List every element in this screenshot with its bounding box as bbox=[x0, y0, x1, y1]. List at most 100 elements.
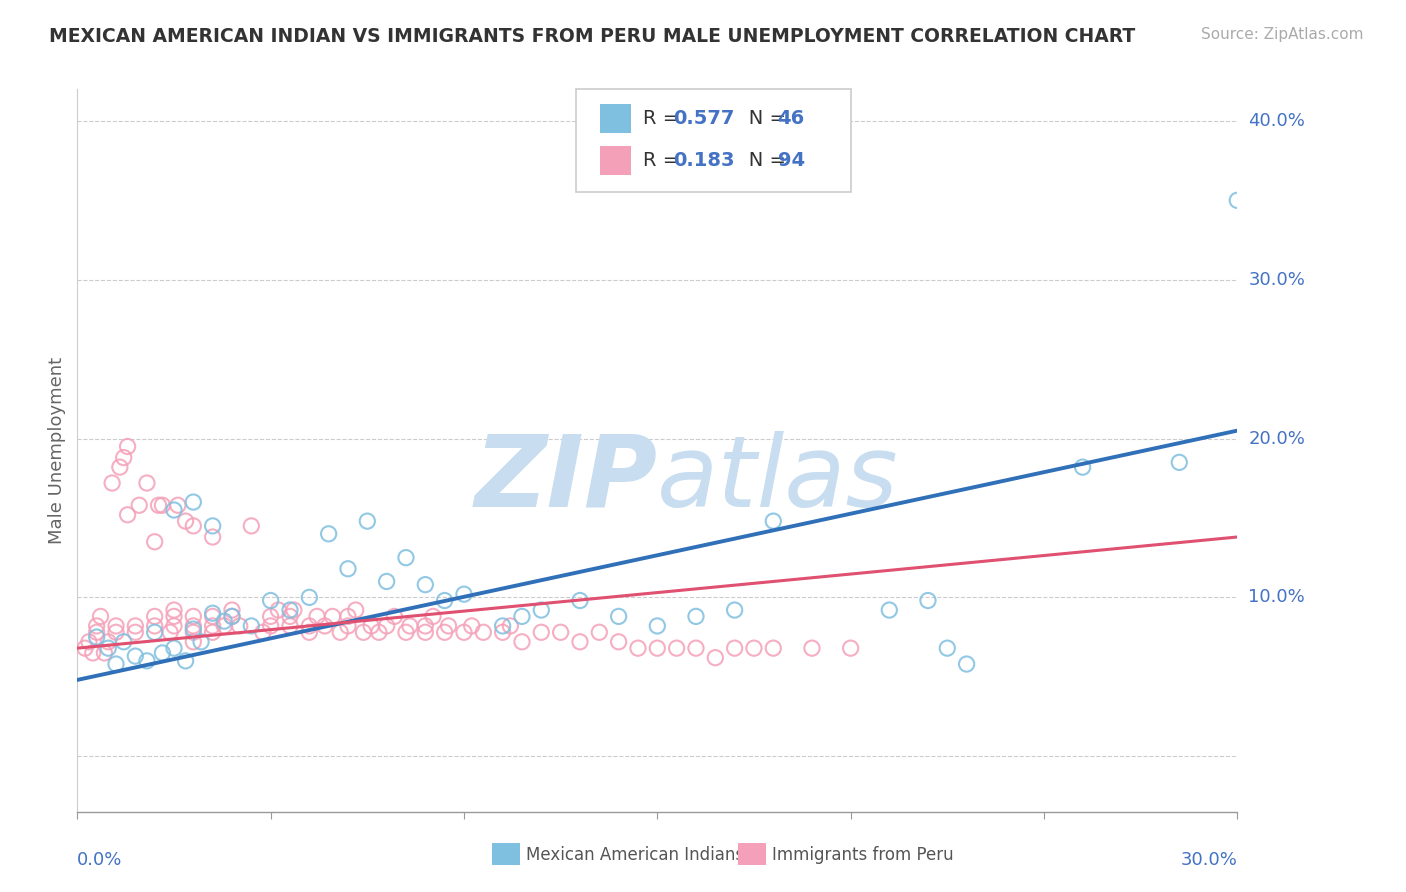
Point bbox=[936, 641, 959, 656]
Point bbox=[97, 635, 120, 649]
Point bbox=[240, 619, 263, 633]
Point bbox=[214, 619, 236, 633]
Point bbox=[314, 619, 336, 633]
Point bbox=[136, 475, 159, 490]
Point bbox=[143, 609, 166, 624]
Point bbox=[117, 508, 139, 522]
Point bbox=[510, 635, 533, 649]
Point bbox=[278, 603, 301, 617]
Point bbox=[472, 625, 495, 640]
Text: 0.577: 0.577 bbox=[673, 109, 735, 128]
Point bbox=[665, 641, 688, 656]
Point bbox=[163, 503, 186, 517]
Point bbox=[956, 657, 979, 671]
Point bbox=[762, 641, 785, 656]
Point bbox=[492, 619, 515, 633]
Point bbox=[877, 603, 901, 617]
Point bbox=[174, 514, 197, 528]
Point bbox=[1071, 460, 1094, 475]
Point bbox=[124, 649, 146, 664]
Text: R =: R = bbox=[643, 109, 685, 128]
Point bbox=[201, 609, 224, 624]
Text: N =: N = bbox=[730, 151, 792, 170]
Point bbox=[607, 635, 630, 649]
Point bbox=[77, 635, 100, 649]
Point bbox=[75, 641, 96, 656]
Point bbox=[550, 625, 572, 640]
Point bbox=[453, 625, 475, 640]
Point bbox=[762, 514, 785, 528]
Point bbox=[607, 609, 630, 624]
Point bbox=[839, 641, 862, 656]
Point bbox=[108, 460, 131, 475]
Point bbox=[90, 609, 111, 624]
Point bbox=[124, 619, 146, 633]
Point bbox=[433, 625, 456, 640]
Text: 10.0%: 10.0% bbox=[1249, 589, 1305, 607]
Point bbox=[337, 619, 360, 633]
Point bbox=[86, 619, 108, 633]
Point bbox=[382, 609, 406, 624]
Point bbox=[337, 609, 360, 624]
Point bbox=[201, 619, 224, 633]
Point bbox=[221, 603, 243, 617]
Point bbox=[724, 603, 747, 617]
Point bbox=[530, 625, 553, 640]
Point bbox=[101, 475, 124, 490]
Point bbox=[201, 625, 224, 640]
Point bbox=[917, 593, 939, 607]
Text: 46: 46 bbox=[778, 109, 804, 128]
Point bbox=[183, 609, 205, 624]
Point bbox=[461, 619, 484, 633]
Point bbox=[93, 646, 115, 660]
Point bbox=[86, 625, 108, 640]
Point bbox=[322, 609, 344, 624]
Point bbox=[214, 614, 236, 628]
Point bbox=[647, 619, 669, 633]
Point bbox=[278, 619, 301, 633]
Point bbox=[143, 625, 166, 640]
Point bbox=[433, 593, 456, 607]
Point bbox=[260, 593, 283, 607]
Point bbox=[183, 635, 205, 649]
Point bbox=[240, 519, 263, 533]
Point bbox=[201, 606, 224, 620]
Point bbox=[86, 630, 108, 644]
Point bbox=[136, 654, 159, 668]
Point bbox=[647, 641, 669, 656]
Point bbox=[413, 619, 436, 633]
Point bbox=[437, 619, 460, 633]
Point bbox=[298, 625, 321, 640]
Point bbox=[143, 619, 166, 633]
Point bbox=[201, 519, 224, 533]
Point bbox=[569, 635, 592, 649]
Point bbox=[368, 625, 391, 640]
Point bbox=[375, 574, 398, 589]
Text: 30.0%: 30.0% bbox=[1249, 271, 1305, 289]
Point bbox=[356, 514, 378, 528]
Point bbox=[344, 603, 367, 617]
Text: ZIP: ZIP bbox=[474, 431, 658, 528]
Text: N =: N = bbox=[730, 109, 792, 128]
Text: Source: ZipAtlas.com: Source: ZipAtlas.com bbox=[1201, 27, 1364, 42]
Point bbox=[252, 625, 274, 640]
Point bbox=[190, 635, 212, 649]
Point bbox=[685, 609, 707, 624]
Point bbox=[105, 619, 127, 633]
Point bbox=[221, 609, 243, 624]
Point bbox=[801, 641, 824, 656]
Point bbox=[260, 609, 283, 624]
Point bbox=[298, 619, 321, 633]
Point bbox=[128, 498, 150, 512]
Text: 94: 94 bbox=[778, 151, 804, 170]
Text: 20.0%: 20.0% bbox=[1249, 430, 1305, 448]
Point bbox=[112, 635, 135, 649]
Point bbox=[510, 609, 533, 624]
Text: Immigrants from Peru: Immigrants from Peru bbox=[772, 846, 953, 863]
Point bbox=[183, 495, 205, 509]
Point bbox=[360, 619, 382, 633]
Point bbox=[685, 641, 707, 656]
Point bbox=[221, 609, 243, 624]
Text: R =: R = bbox=[643, 151, 685, 170]
Point bbox=[499, 619, 522, 633]
